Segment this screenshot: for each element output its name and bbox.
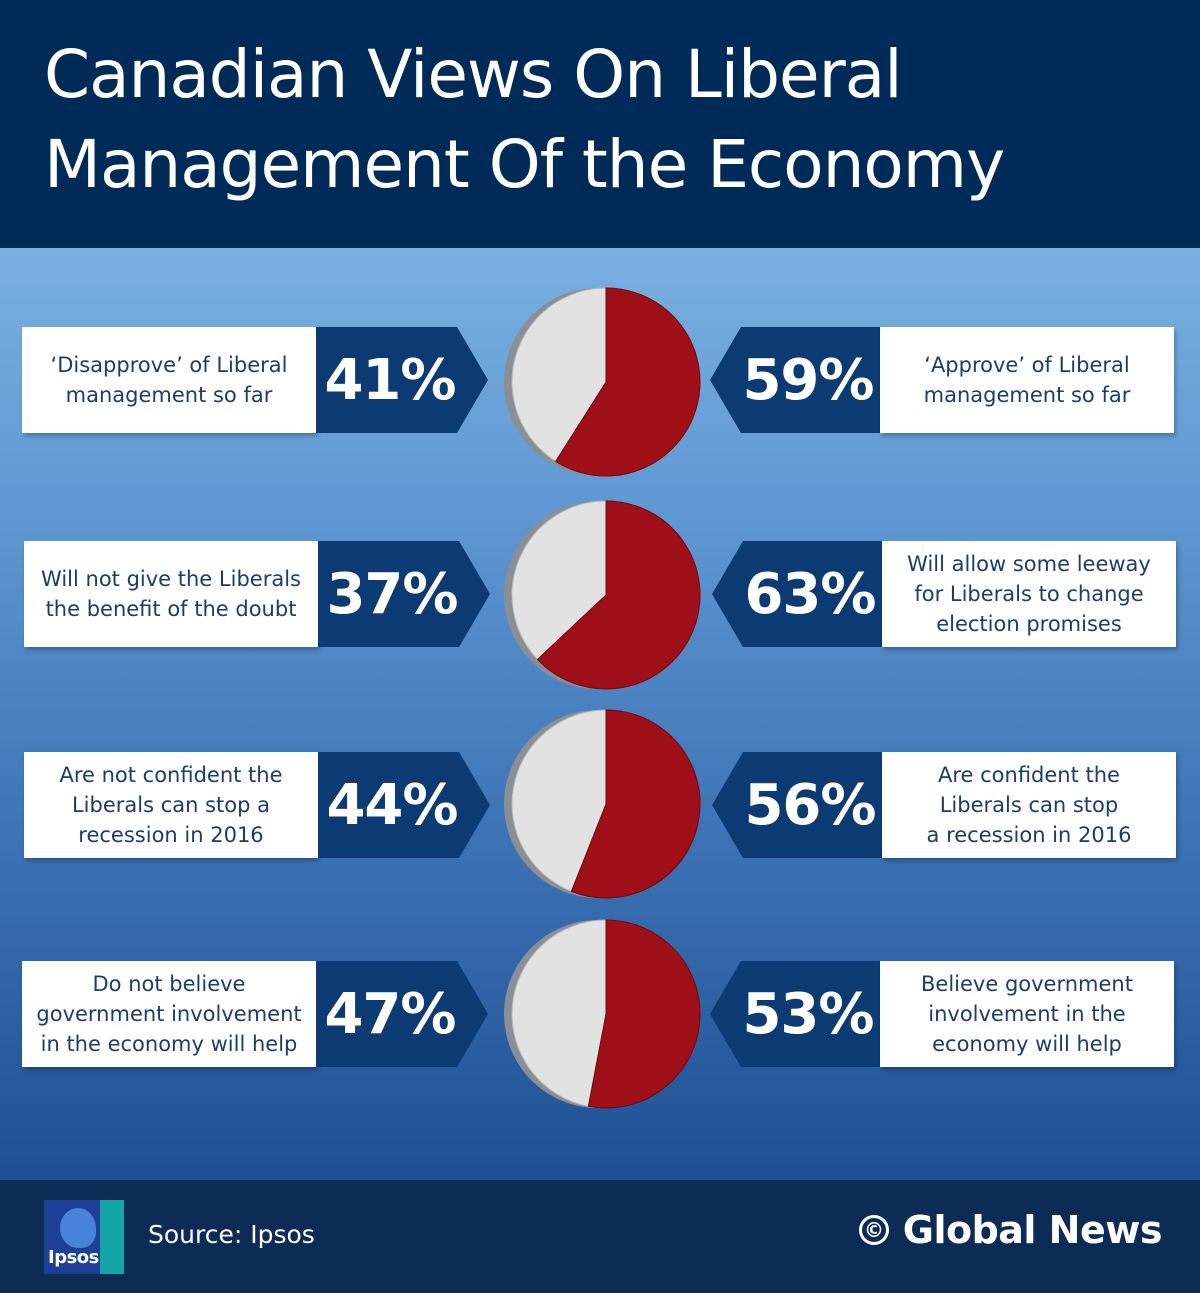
left-label: Do not believe government involvement in… <box>36 972 302 1056</box>
pie-chart-4 <box>504 919 701 1109</box>
pie-slice-47% <box>511 919 607 1107</box>
left-percent: 47% <box>316 961 488 1067</box>
title-line-1: Canadian Views On Liberal <box>44 36 903 113</box>
copyright-icon: © <box>858 1215 889 1245</box>
credit: © Global News <box>858 1208 1163 1252</box>
right-percent: 59% <box>710 327 882 433</box>
right-label: Are confident the Liberals can stop a re… <box>926 763 1132 847</box>
right-percent: 56% <box>712 752 884 858</box>
pie-slice-56% <box>570 709 701 899</box>
pie-row-2: Will not give the Liberals the benefit o… <box>0 541 1200 649</box>
right-label-box: Believe government involvement in the ec… <box>880 961 1174 1067</box>
title-line-2: Management Of the Economy <box>44 126 1005 203</box>
source-label: Source: Ipsos <box>148 1220 315 1249</box>
pie-slice-53% <box>587 919 701 1109</box>
right-label-box: Will allow some leeway for Liberals to c… <box>882 541 1176 647</box>
pie-slice-44% <box>511 709 607 893</box>
right-label-box: ‘Approve’ of Liberal management so far <box>880 327 1174 433</box>
header-banner: Canadian Views On Liberal Management Of … <box>0 0 1200 248</box>
pie-slice-37% <box>511 500 607 661</box>
pie-row-4: Do not believe government involvement in… <box>0 961 1200 1069</box>
right-label: Believe government involvement in the ec… <box>921 972 1133 1056</box>
chart-area: ‘Disapprove’ of Liberal management so fa… <box>0 248 1200 1180</box>
footer-bar: Ipsos Source: Ipsos © Global News <box>0 1180 1200 1293</box>
pie-slice-41% <box>511 287 607 463</box>
pie-row-3: Are not confident the Liberals can stop … <box>0 752 1200 860</box>
pie-slice-63% <box>536 500 701 690</box>
right-percent: 63% <box>712 541 884 647</box>
left-label: Will not give the Liberals the benefit o… <box>41 567 301 621</box>
left-percent: 44% <box>318 752 490 858</box>
left-label-box: Do not believe government involvement in… <box>22 961 316 1067</box>
right-percent: 53% <box>710 961 882 1067</box>
pie-chart-3 <box>504 709 701 899</box>
ipsos-logo: Ipsos <box>44 1200 124 1274</box>
left-label-box: Will not give the Liberals the benefit o… <box>24 541 318 647</box>
left-label: Are not confident the Liberals can stop … <box>59 763 283 847</box>
right-label-box: Are confident the Liberals can stop a re… <box>882 752 1176 858</box>
credit-text: Global News <box>902 1208 1163 1252</box>
left-percent: 37% <box>318 541 490 647</box>
pie-row-1: ‘Disapprove’ of Liberal management so fa… <box>0 327 1200 435</box>
left-label-box: ‘Disapprove’ of Liberal management so fa… <box>22 327 316 433</box>
profile-head-icon <box>60 1208 96 1248</box>
pie-chart-1 <box>504 287 701 477</box>
pie-slice-59% <box>554 287 701 477</box>
left-label: ‘Disapprove’ of Liberal management so fa… <box>50 353 288 407</box>
right-label: ‘Approve’ of Liberal management so far <box>923 353 1131 407</box>
left-label-box: Are not confident the Liberals can stop … <box>24 752 318 858</box>
right-label: Will allow some leeway for Liberals to c… <box>907 552 1151 636</box>
left-percent: 41% <box>316 327 488 433</box>
pie-chart-2 <box>504 500 701 690</box>
logo-text: Ipsos <box>48 1247 99 1268</box>
